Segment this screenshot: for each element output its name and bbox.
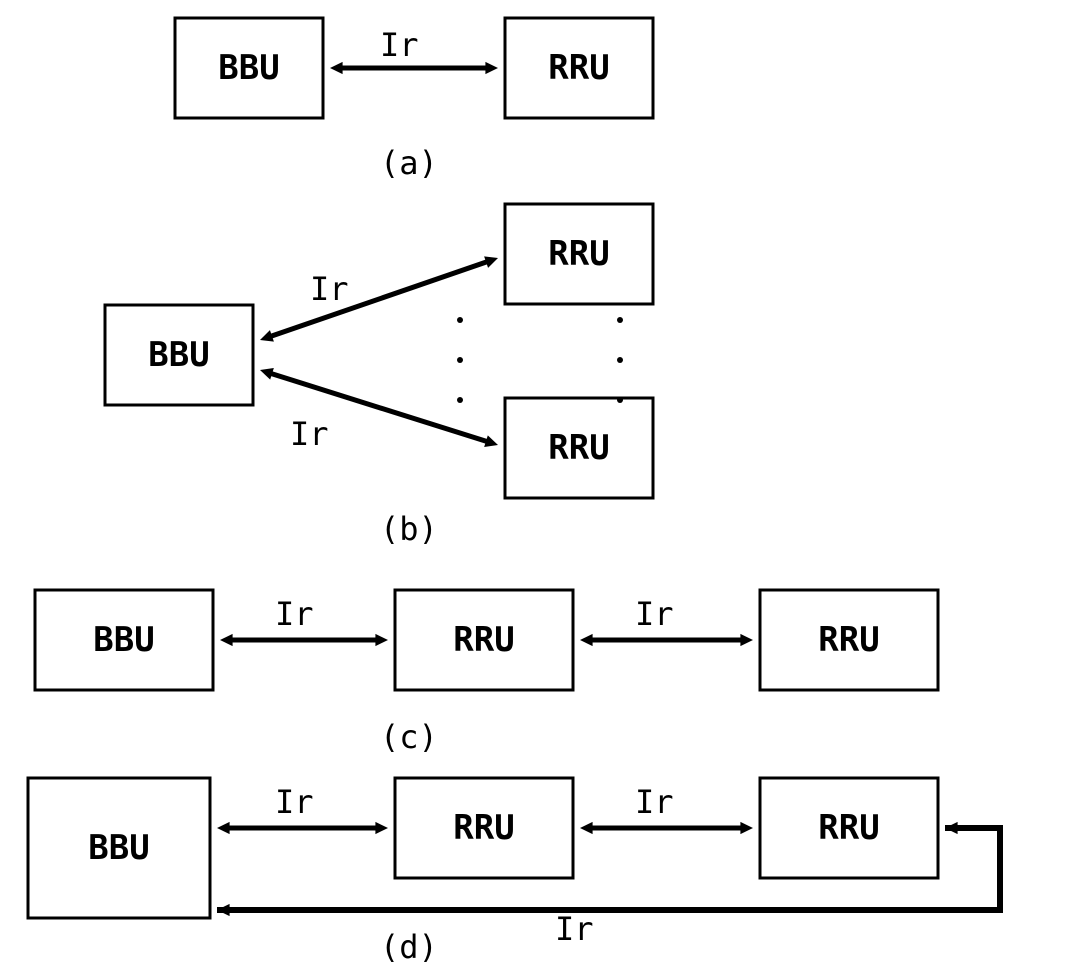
svg-text:RRU: RRU	[818, 620, 879, 660]
d-ir-1-arrow: Ir	[217, 783, 388, 834]
svg-text:BBU: BBU	[93, 620, 154, 660]
svg-text:Ir: Ir	[275, 783, 314, 821]
b-ellipsis-0	[457, 317, 463, 403]
svg-text:RRU: RRU	[548, 234, 609, 274]
a-ir-arrow: Ir	[330, 26, 498, 74]
d-bbu-box: BBU	[28, 778, 210, 918]
svg-text:RRU: RRU	[548, 48, 609, 88]
svg-text:BBU: BBU	[148, 335, 209, 375]
d-ir-2-arrow: Ir	[580, 783, 753, 834]
c-ir-2-arrow: Ir	[580, 595, 753, 646]
c-label: (c)	[380, 718, 438, 756]
b-ir-bottom-arrow: Ir	[260, 368, 498, 453]
svg-text:RRU: RRU	[818, 808, 879, 848]
a-bbu-box: BBU	[175, 18, 323, 118]
svg-text:Ir: Ir	[310, 270, 349, 308]
c-bbu-box: BBU	[35, 590, 213, 690]
b-rru-bottom-box: RRU	[505, 398, 653, 498]
svg-text:Ir: Ir	[380, 26, 419, 64]
a-rru-box: RRU	[505, 18, 653, 118]
svg-text:Ir: Ir	[555, 910, 594, 948]
b-bbu-box: BBU	[105, 305, 253, 405]
svg-text:Ir: Ir	[635, 595, 674, 633]
svg-text:RRU: RRU	[453, 808, 514, 848]
svg-text:Ir: Ir	[290, 415, 329, 453]
d-label: (d)	[380, 928, 438, 962]
svg-text:RRU: RRU	[548, 428, 609, 468]
svg-text:RRU: RRU	[453, 620, 514, 660]
network-diagram: BBU RRU Ir (a) BBU RRU RRU Ir Ir (b) BBU RRU RRU Ir Ir…	[0, 0, 1078, 962]
svg-text:Ir: Ir	[275, 595, 314, 633]
c-ir-1-arrow: Ir	[220, 595, 388, 646]
svg-text:BBU: BBU	[88, 828, 149, 868]
b-rru-top-box: RRU	[505, 204, 653, 304]
d-rru-2-box: RRU	[760, 778, 938, 878]
d-rru-1-box: RRU	[395, 778, 573, 878]
d-ir-ring-arrow: Ir	[217, 822, 1000, 948]
svg-text:BBU: BBU	[218, 48, 279, 88]
c-rru-1-box: RRU	[395, 590, 573, 690]
a-label: (a)	[380, 144, 438, 182]
b-label: (b)	[380, 510, 438, 548]
b-ir-top-arrow: Ir	[260, 256, 498, 341]
b-ellipsis-1	[617, 317, 623, 403]
svg-text:Ir: Ir	[635, 783, 674, 821]
c-rru-2-box: RRU	[760, 590, 938, 690]
